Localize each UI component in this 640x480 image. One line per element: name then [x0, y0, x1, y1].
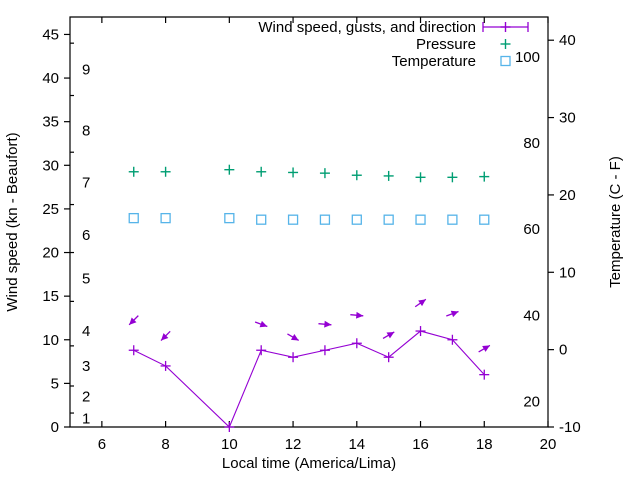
y2-tick-label: 40 — [559, 32, 576, 49]
wind-direction-arrowhead — [356, 311, 364, 319]
beaufort-label: 5 — [82, 271, 90, 288]
y-tick-label: 30 — [42, 157, 59, 174]
y2-tick-label: 10 — [559, 264, 576, 281]
y-tick-label: 45 — [42, 26, 59, 43]
wind-direction-arrowhead — [161, 333, 169, 341]
x-tick-label: 6 — [98, 436, 106, 453]
wind-direction-arrowhead — [129, 317, 137, 325]
y-tick-label: 10 — [42, 332, 59, 349]
legend-label-2: Pressure — [416, 36, 476, 53]
beaufort-label: 7 — [82, 175, 90, 192]
x-axis-title: Local time (America/Lima) — [222, 455, 396, 472]
y-tick-label: 0 — [51, 419, 59, 436]
fahrenheit-label: 80 — [523, 135, 540, 152]
x-tick-label: 20 — [540, 436, 557, 453]
x-tick-label: 12 — [285, 436, 302, 453]
y-axis-beaufort-inner: 1 2 3 4 5 6 7 8 9 — [70, 42, 90, 427]
temperature-point — [319, 214, 331, 225]
series-wind-speed — [128, 326, 490, 432]
legend-label-1: Wind speed, gusts, and direction — [258, 19, 476, 36]
y-axis-wind-speed: 0 5 10 15 20 25 30 35 40 45 — [42, 26, 70, 436]
y-tick-label: 40 — [42, 70, 59, 87]
temperature-point — [383, 214, 394, 225]
legend-label-3: Temperature — [392, 53, 476, 70]
y-tick-label: 25 — [42, 201, 59, 218]
y-axis-temperature-fahrenheit-inner: 20 40 60 80 100 — [515, 49, 540, 410]
x-tick-label: 16 — [412, 436, 429, 453]
legend-marker-temperature — [500, 55, 511, 67]
wind-direction-arrowhead — [450, 310, 459, 318]
temperature-point — [256, 214, 267, 225]
beaufort-label: 9 — [82, 61, 90, 78]
wind-direction-arrowhead — [482, 345, 490, 352]
fahrenheit-label: 60 — [523, 221, 540, 238]
x-tick-label: 18 — [476, 436, 493, 453]
y-tick-label: 15 — [42, 288, 59, 305]
fahrenheit-label: 40 — [523, 308, 540, 325]
y2-tick-label: 0 — [559, 342, 567, 359]
x-tick-label: 8 — [161, 436, 169, 453]
y-tick-label: 35 — [42, 114, 59, 131]
wind-direction-arrowhead — [290, 334, 299, 341]
y-tick-label: 20 — [42, 245, 59, 262]
fahrenheit-label: 20 — [523, 393, 540, 410]
fahrenheit-label: 100 — [515, 49, 540, 66]
x-tick-label: 14 — [348, 436, 365, 453]
temperature-point — [479, 214, 490, 225]
temperature-point — [415, 214, 426, 225]
wind-direction-arrows — [128, 298, 491, 353]
temperature-point — [447, 214, 458, 225]
y2-tick-label: 20 — [559, 187, 576, 204]
series-temperature — [128, 212, 490, 225]
temperature-point — [160, 212, 171, 224]
y2-tick-label: -10 — [559, 419, 581, 436]
beaufort-label: 2 — [82, 388, 90, 405]
temperature-point — [224, 212, 235, 224]
beaufort-label: 4 — [82, 323, 90, 340]
y2-axis-title: Temperature (C - F) — [607, 156, 624, 288]
temperature-point — [128, 212, 139, 224]
wind-direction-arrowhead — [324, 320, 332, 328]
y-tick-label: 5 — [51, 375, 59, 392]
beaufort-label: 1 — [82, 410, 90, 427]
x-tick-label: 10 — [221, 436, 238, 453]
beaufort-label: 6 — [82, 227, 90, 244]
wind-direction-arrowhead — [386, 331, 395, 339]
temperature-point — [351, 214, 362, 225]
y2-tick-label: 30 — [559, 110, 576, 127]
chart-legend: Wind speed, gusts, and directionPressure… — [258, 19, 529, 70]
series-pressure — [128, 164, 490, 183]
temperature-point — [287, 214, 299, 225]
x-axis: 6 8 10 12 14 16 18 20 — [98, 17, 557, 453]
wind-direction-arrowhead — [259, 320, 268, 328]
y-axis-title: Wind speed (kn - Beaufort) — [4, 132, 21, 311]
beaufort-label: 8 — [82, 122, 90, 139]
wind-direction-arrowhead — [418, 299, 426, 307]
y-axis-temperature-celsius: -10 0 10 20 30 40 — [548, 32, 581, 436]
beaufort-label: 3 — [82, 358, 90, 375]
